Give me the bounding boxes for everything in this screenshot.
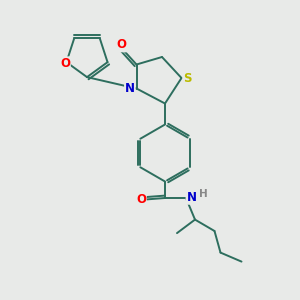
Text: O: O [60,57,70,70]
Text: O: O [136,193,146,206]
Text: S: S [183,71,192,85]
Text: N: N [125,82,135,95]
Text: N: N [186,191,197,204]
Text: H: H [199,189,208,200]
Text: O: O [116,38,127,52]
